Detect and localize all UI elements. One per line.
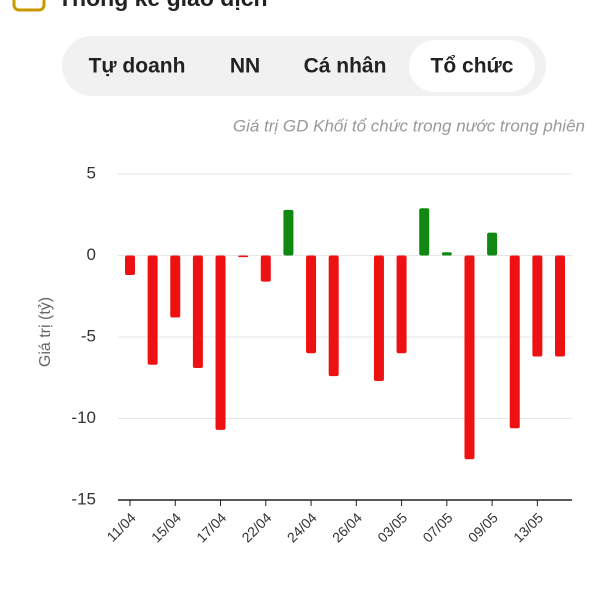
bar <box>441 252 452 256</box>
bar <box>532 255 543 357</box>
y-axis-label: Giá trị (tỷ) <box>37 297 54 367</box>
bar <box>260 255 271 282</box>
bar <box>555 255 565 357</box>
x-tick-label: 17/04 <box>193 509 229 545</box>
x-tick-label: 03/05 <box>374 509 410 545</box>
y-tick-label: -10 <box>71 408 96 427</box>
bar <box>306 255 317 354</box>
active-tab[interactable] <box>409 40 535 92</box>
y-tick-label: 5 <box>87 163 96 182</box>
x-tick-label: 15/04 <box>148 509 184 545</box>
y-tick-label: -5 <box>81 326 96 345</box>
x-tick-label: 22/04 <box>238 509 274 545</box>
bar <box>283 209 294 256</box>
page-title: Thống kê giao dịch <box>58 0 268 11</box>
x-tick-label: 26/04 <box>329 509 365 545</box>
bar <box>373 255 384 382</box>
y-tick-label: -15 <box>71 489 96 508</box>
title-icon <box>12 0 46 12</box>
x-tick-label: 09/05 <box>465 509 501 545</box>
x-tick-label: 13/05 <box>510 509 546 545</box>
bar <box>509 255 520 429</box>
x-tick-label: 07/05 <box>419 509 455 545</box>
tab-label[interactable]: Cá nhân <box>304 55 387 78</box>
tab-label[interactable]: NN <box>230 55 260 78</box>
tab-label[interactable]: Tổ chức <box>431 55 514 78</box>
bar <box>419 208 430 256</box>
bar <box>487 232 498 256</box>
bar <box>147 255 158 365</box>
chart-subtitle: Giá trị GD Khối tổ chức trong nước trong… <box>233 116 585 135</box>
bar <box>396 255 407 354</box>
tab-label[interactable]: Tự doanh <box>89 55 186 78</box>
bar <box>125 255 135 276</box>
bar <box>215 255 226 430</box>
y-tick-label: 0 <box>87 245 96 264</box>
bar <box>192 255 203 368</box>
bar <box>238 255 249 258</box>
bar <box>328 255 339 377</box>
bar <box>464 255 475 460</box>
bar <box>170 255 181 318</box>
x-tick-label: 24/04 <box>284 509 320 545</box>
x-tick-label: 11/04 <box>103 509 139 545</box>
